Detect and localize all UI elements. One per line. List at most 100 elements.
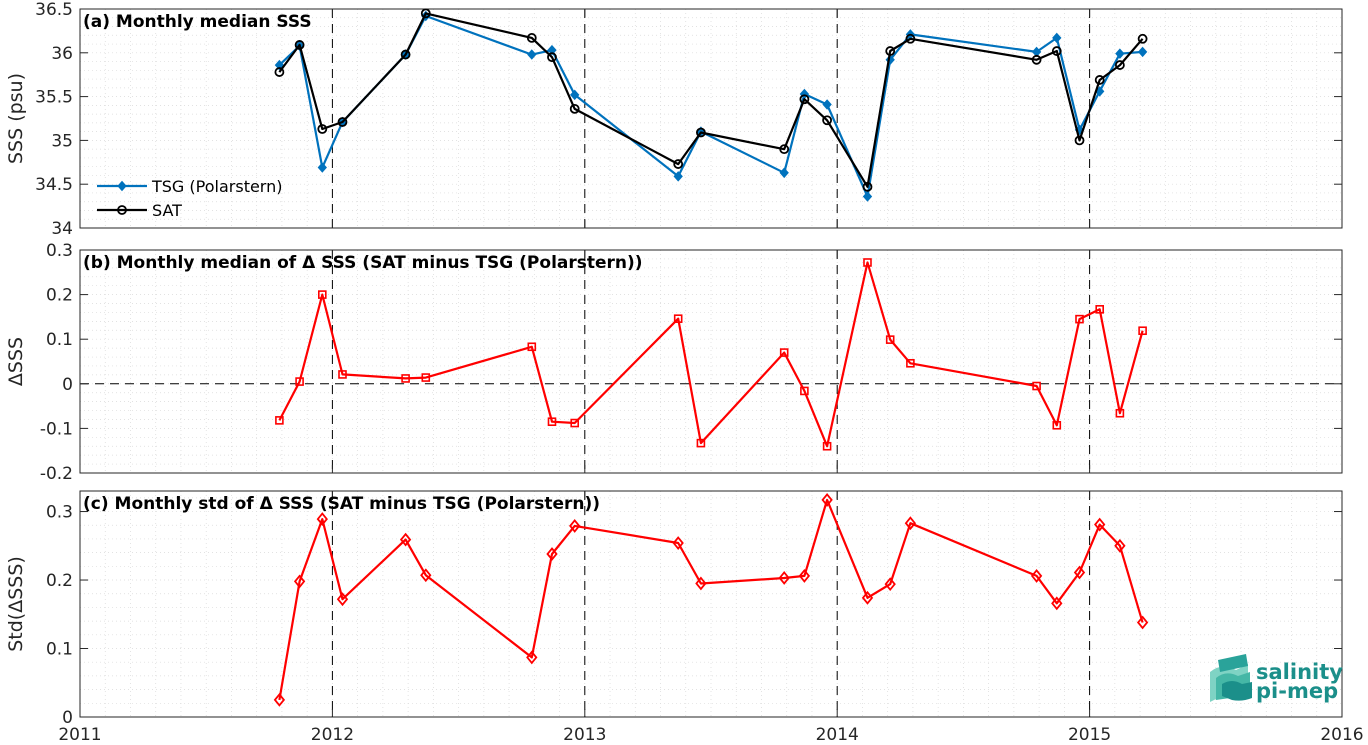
logo-mark: [1210, 654, 1252, 702]
data-point: [421, 373, 431, 382]
series-line: [278, 261, 1144, 448]
data-point: [1051, 596, 1063, 611]
data-point: [696, 127, 706, 138]
legend-marker: [117, 180, 127, 192]
x-tick-label: 2014: [816, 725, 859, 745]
data-point: [799, 94, 810, 105]
series-line: [278, 12, 1144, 188]
data-point: [779, 348, 789, 357]
data-point: [906, 358, 915, 368]
panel-title-std: (c) Monthly std of Δ SSS (SAT minus TSG …: [83, 494, 600, 514]
data-point: [885, 335, 895, 344]
y-tick-label: 0.1: [46, 640, 73, 660]
data-point: [1115, 48, 1125, 59]
data-point: [695, 576, 707, 591]
data-point: [1032, 381, 1041, 391]
data-point: [295, 377, 304, 386]
data-point: [547, 52, 557, 63]
y-tick-label: 36.5: [35, 0, 73, 20]
data-point: [318, 290, 327, 299]
data-point: [546, 547, 558, 561]
y-tick-label: 34: [51, 219, 73, 239]
y-tick-label: 34.5: [35, 175, 73, 195]
data-point: [1073, 565, 1086, 580]
y-tick-label: 36: [51, 44, 73, 64]
data-point: [570, 418, 580, 428]
plot-area-delta: [80, 250, 1342, 473]
data-point: [904, 516, 917, 531]
data-point: [1136, 615, 1149, 630]
legend-label: SAT: [152, 201, 182, 220]
data-point: [275, 416, 284, 425]
data-point: [336, 592, 349, 607]
y-tick-label: 0.1: [46, 330, 73, 350]
data-point: [800, 386, 809, 396]
data-point: [862, 181, 873, 192]
data-point: [1137, 33, 1148, 44]
data-point: [1052, 32, 1062, 44]
data-point: [798, 568, 811, 583]
data-point: [294, 40, 305, 50]
data-point: [1114, 538, 1126, 553]
y-tick-label: -0.1: [40, 419, 73, 439]
series-std-0: [273, 492, 1149, 707]
data-point: [779, 167, 789, 179]
y-axis-label-delta: ΔSSS: [5, 337, 27, 386]
axes-box-delta: [79, 249, 1343, 474]
x-tick-label: 2015: [1068, 725, 1111, 745]
panel-title-sss: (a) Monthly median SSS: [83, 12, 312, 32]
panel-sss: 34 34.5 35 35.5 36 36.5 SSS (psu) (a) Monthly m…: [5, 0, 1343, 239]
data-point: [673, 314, 683, 323]
data-point: [317, 124, 328, 134]
series-sss-1: [274, 8, 1148, 192]
data-point: [547, 417, 557, 427]
data-point: [569, 519, 581, 533]
y-tick-label: 35.5: [35, 88, 73, 108]
y-tick-label: 0.3: [46, 503, 73, 523]
data-point: [673, 159, 684, 169]
data-point: [338, 370, 347, 379]
data-point: [274, 59, 285, 71]
legend: TSG (Polarstern) SAT: [97, 177, 282, 220]
data-point: [1031, 54, 1042, 65]
x-tick-label: 2016: [1320, 725, 1363, 745]
y-tick-label: 0: [62, 375, 73, 395]
data-point: [1094, 75, 1105, 85]
data-point: [1075, 314, 1084, 324]
data-point: [822, 115, 833, 126]
data-point: [317, 162, 327, 173]
x-tick-label: 2013: [563, 725, 606, 745]
y-tick-label: 0.3: [46, 241, 73, 261]
data-point: [400, 49, 411, 60]
data-point: [696, 438, 706, 448]
axes-box-std: [79, 490, 1343, 718]
legend-marker: [117, 205, 127, 215]
data-point: [884, 577, 896, 592]
data-point: [863, 258, 872, 267]
y-tick-label: 35: [51, 131, 73, 151]
legend-label: TSG (Polarstern): [151, 177, 282, 196]
series-line: [278, 498, 1144, 701]
data-point: [1030, 568, 1043, 583]
data-point: [779, 144, 790, 155]
data-point: [1114, 60, 1125, 70]
data-point: [420, 568, 432, 583]
data-point: [273, 692, 286, 707]
y-tick-label: 0.2: [46, 286, 73, 306]
data-point: [821, 492, 833, 507]
data-point: [1138, 326, 1147, 336]
data-point: [672, 536, 684, 550]
logo-line-1: salinity: [1256, 660, 1343, 684]
data-point: [905, 33, 916, 44]
data-point: [420, 8, 431, 19]
data-point: [526, 650, 538, 665]
data-point: [570, 89, 580, 101]
data-point: [399, 532, 412, 547]
data-point: [526, 33, 537, 43]
y-axis-label-std: Std(ΔSSS): [5, 556, 27, 652]
x-tick-label: 2012: [311, 725, 354, 745]
salinity-pi-mep-logo: salinity pi-mep: [1210, 654, 1343, 703]
panel-title-delta: (b) Monthly median of Δ SSS (SAT minus T…: [83, 253, 643, 273]
x-tick-labels: 2011 2012 2013 2014 2015 2016: [58, 725, 1363, 745]
